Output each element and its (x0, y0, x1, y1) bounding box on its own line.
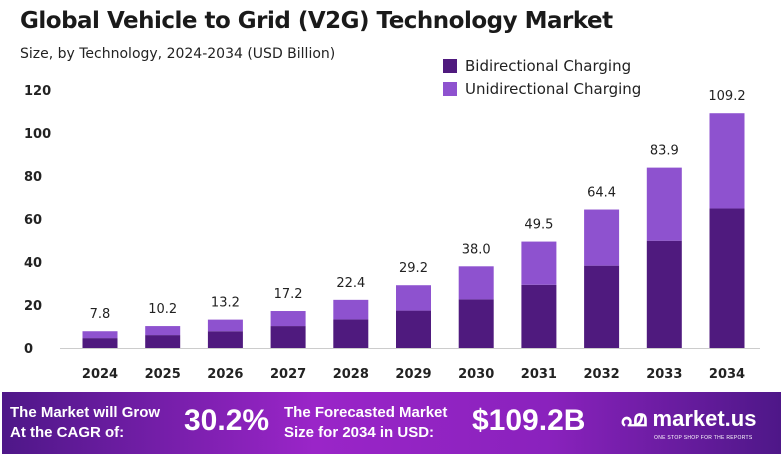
forecast-label-line: Size for 2034 in USD: (284, 424, 435, 441)
total-label: 13.2 (211, 296, 240, 311)
bar-bidirectional (270, 326, 306, 348)
total-label: 22.4 (336, 276, 365, 291)
cagr-label-line: At the CAGR of: (10, 424, 125, 441)
legend-item-unidirectional: Unidirectional Charging (443, 77, 641, 100)
y-tick-label: 40 (24, 256, 42, 271)
y-tick-label: 0 (24, 342, 33, 357)
x-tick-label: 2024 (82, 367, 118, 382)
total-label: 109.2 (708, 89, 745, 104)
logo-tagline: ONE STOP SHOP FOR THE REPORTS (654, 435, 753, 441)
total-label: 83.9 (650, 144, 679, 159)
logo-icon: ൶ (620, 406, 653, 431)
total-label: 17.2 (274, 287, 303, 302)
bar-bidirectional (82, 338, 118, 348)
x-tick-label: 2028 (333, 367, 369, 382)
cagr-label: The Market will Grow At the CAGR of: (10, 403, 160, 443)
bar-unidirectional (396, 285, 431, 311)
x-tick-label: 2025 (145, 367, 181, 382)
x-tick-label: 2030 (458, 367, 494, 382)
bar-unidirectional (521, 241, 557, 285)
market-us-logo: ൶ market.us (620, 406, 756, 432)
y-tick-label: 80 (24, 170, 42, 185)
legend-swatch (443, 58, 457, 73)
forecast-label-line: The Forecasted Market (284, 404, 448, 421)
y-tick-label: 20 (24, 299, 42, 314)
bar-bidirectional (709, 208, 745, 348)
total-label: 7.8 (90, 307, 111, 322)
forecast-label: The Forecasted Market Size for 2034 in US… (284, 403, 447, 443)
cagr-value: 30.2% (184, 404, 270, 437)
x-tick-label: 2026 (207, 367, 243, 382)
legend-label: Unidirectional Charging (465, 79, 642, 98)
bar-bidirectional (207, 331, 243, 348)
x-tick-label: 2029 (395, 367, 431, 382)
x-tick-label: 2031 (521, 367, 557, 382)
bar-unidirectional (709, 113, 745, 209)
x-tick-label: 2034 (709, 367, 745, 382)
bar-unidirectional (646, 167, 682, 241)
y-tick-label: 100 (24, 127, 51, 142)
chart-subtitle: Size, by Technology, 2024-2034 (USD Bill… (20, 46, 336, 62)
chart-title: Global Vehicle to Grid (V2G) Technology … (20, 8, 613, 34)
total-label: 10.2 (148, 302, 177, 317)
bar-unidirectional (207, 319, 243, 332)
x-tick-label: 2033 (646, 367, 682, 382)
total-label: 38.0 (462, 242, 491, 257)
bar-bidirectional (333, 319, 369, 348)
y-tick-label: 60 (24, 213, 42, 228)
bar-unidirectional (458, 266, 494, 300)
forecast-value: $109.2B (472, 404, 586, 437)
total-label: 29.2 (399, 261, 428, 276)
chart-plot: 0 20 40 60 80 100 120 7.8 2024 10.2 2025 13.2 2026 17… (24, 84, 760, 382)
bar-bidirectional (458, 299, 494, 348)
legend-swatch (443, 81, 457, 96)
bar-unidirectional (270, 311, 306, 327)
logo-text: market.us (652, 406, 757, 431)
total-label: 49.5 (524, 218, 553, 233)
bar-bidirectional (646, 240, 682, 348)
legend-item-bidirectional: Bidirectional Charging (443, 54, 641, 77)
total-label: 64.4 (587, 186, 616, 201)
bar-bidirectional (145, 335, 181, 348)
bar-bidirectional (396, 310, 431, 348)
bar-bidirectional (584, 265, 620, 348)
bar-unidirectional (145, 326, 181, 336)
summary-banner: The Market will Grow At the CAGR of: 30.2… (2, 392, 781, 454)
legend: Bidirectional Charging Unidirectional Ch… (443, 54, 641, 100)
bar-unidirectional (333, 299, 369, 320)
bar-unidirectional (584, 209, 620, 266)
legend-label: Bidirectional Charging (465, 56, 632, 75)
bar-bidirectional (521, 284, 557, 348)
y-tick-label: 120 (24, 84, 51, 99)
cagr-label-line: The Market will Grow (10, 404, 161, 421)
x-tick-label: 2027 (270, 367, 306, 382)
x-tick-label: 2032 (584, 367, 620, 382)
bar-unidirectional (82, 331, 118, 339)
